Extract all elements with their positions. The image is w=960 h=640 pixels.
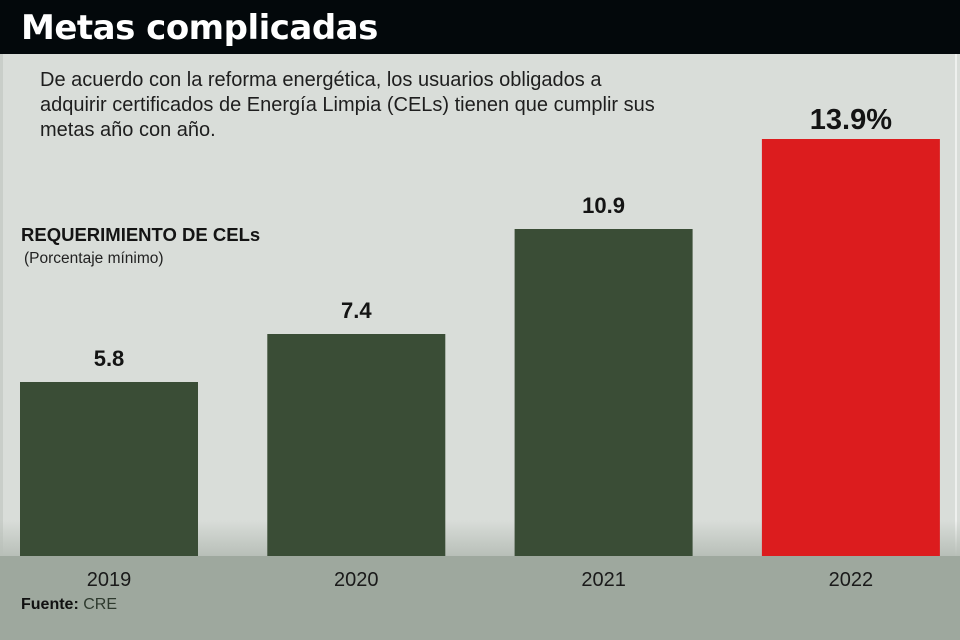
x-tick-label-2019: 2019 [87,569,132,591]
data-label-2022: 13.9% [810,104,892,136]
x-tick-label-2020: 2020 [334,569,379,591]
left-border [0,54,3,640]
intro-text: De acuerdo con la reforma energética, lo… [40,68,840,143]
footer-band [0,556,960,640]
bar-2020 [267,334,446,556]
intro-line: De acuerdo con la reforma energética, lo… [40,69,602,91]
intro-line: metas año con año. [40,119,216,141]
data-label-2021: 10.9 [582,193,625,218]
source-label: Fuente: [21,596,79,613]
chart-unit-note: (Porcentaje mínimo) [24,250,164,267]
header-band: Metas complicadas [0,0,960,54]
bar-2019 [20,382,198,556]
data-label-2020: 7.4 [341,298,372,323]
x-tick-label-2022: 2022 [829,569,874,591]
chart-subtitle: REQUERIMIENTO DE CELs [21,224,261,245]
x-tick-label-2021: 2021 [581,569,626,591]
bar-2022 [761,139,940,556]
data-label-2019: 5.8 [94,346,125,371]
source-note: Fuente: CRE [21,596,117,614]
source-value: CRE [83,596,118,613]
bar-2021 [514,229,693,556]
intro-line: adquirir certificados de Energía Limpia … [40,94,655,116]
right-border [955,54,957,640]
chart-title: Metas complicadas [21,8,378,48]
